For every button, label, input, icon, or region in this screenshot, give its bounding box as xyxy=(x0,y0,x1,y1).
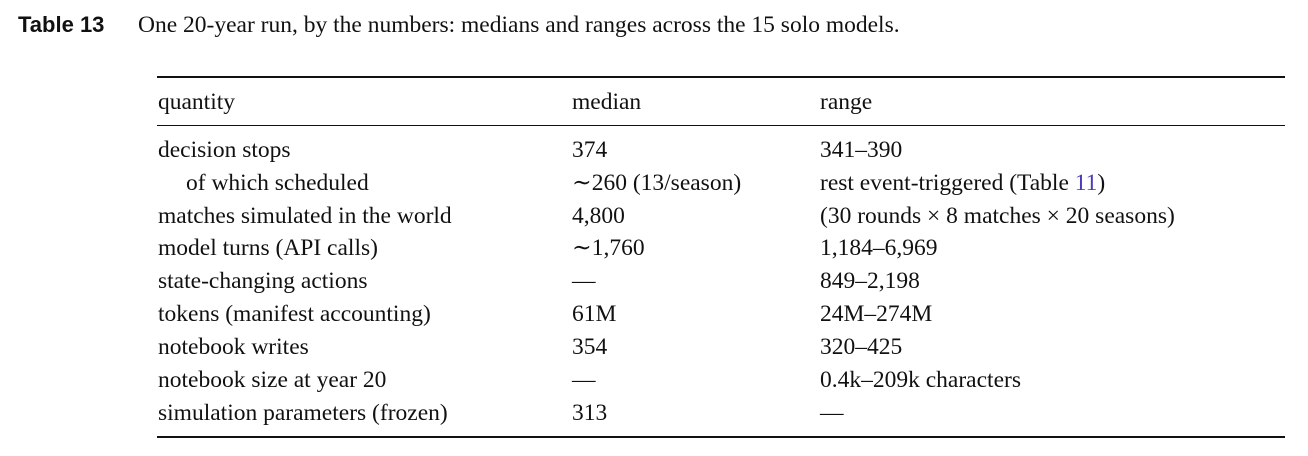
table-row: notebook size at year 20 — 0.4k–209k chara… xyxy=(0,364,1308,397)
caption-text: One 20-year run, by the numbers: medians… xyxy=(138,12,900,38)
table-cell: notebook size at year 20 xyxy=(158,367,387,393)
bottom-rule xyxy=(157,436,1285,438)
caption-label: Table 13 xyxy=(18,12,105,37)
table-cell: ∼260 (13/season) xyxy=(572,170,742,196)
table-cell: 24M–274M xyxy=(820,301,933,327)
header-cell: range xyxy=(820,89,873,115)
header-cell: median xyxy=(572,89,642,115)
table-ref: 11 xyxy=(1074,170,1098,196)
table-cell: — xyxy=(820,400,844,426)
cell-text: rest event-triggered (Table xyxy=(820,170,1075,196)
table-cell: — xyxy=(572,268,596,294)
table-row: simulation parameters (frozen) 313 — xyxy=(0,397,1308,430)
table-row: decision stops 374 341–390 xyxy=(0,134,1308,167)
table-row: model turns (API calls) ∼1,760 1,184–6,969 xyxy=(0,232,1308,265)
mid-rule xyxy=(157,125,1285,127)
cell-text: ) xyxy=(1097,170,1106,196)
table-cell: 61M xyxy=(572,301,617,327)
table-row: tokens (manifest accounting) 61M 24M–274M xyxy=(0,298,1308,331)
table-cell: tokens (manifest accounting) xyxy=(158,301,431,327)
table-cell: of which scheduled xyxy=(186,170,369,196)
table-cell: 4,800 xyxy=(572,203,625,229)
table-cell: 374 xyxy=(572,137,608,163)
table-cell: model turns (API calls) xyxy=(158,235,378,261)
table-cell: 341–390 xyxy=(820,137,903,163)
table-cell: 0.4k–209k characters xyxy=(820,367,1021,393)
header-row: quantity median range xyxy=(0,86,1308,119)
table-cell: (30 rounds × 8 matches × 20 seasons) xyxy=(820,203,1175,229)
header-cell: quantity xyxy=(158,89,236,115)
table-cell: 1,184–6,969 xyxy=(820,235,938,261)
table-row: of which scheduled ∼260 (13/season) rest e… xyxy=(0,167,1308,200)
table-cell: state-changing actions xyxy=(158,268,368,294)
table-cell: 354 xyxy=(572,334,608,360)
table-cell: 313 xyxy=(572,400,608,426)
table-row: notebook writes 354 320–425 xyxy=(0,331,1308,364)
table-cell: simulation parameters (frozen) xyxy=(158,400,448,426)
table-cell: ∼1,760 xyxy=(572,235,645,261)
table-row: matches simulated in the world 4,800 (30 r… xyxy=(0,200,1308,233)
table-cell: notebook writes xyxy=(158,334,309,360)
table-cell: 849–2,198 xyxy=(820,268,920,294)
table-cell: matches simulated in the world xyxy=(158,203,452,229)
table-cell: — xyxy=(572,367,596,393)
table-cell: rest event-triggered (Table 11) xyxy=(820,167,1105,200)
table-row: state-changing actions — 849–2,198 xyxy=(0,265,1308,298)
top-rule xyxy=(157,76,1285,78)
table-cell: decision stops xyxy=(158,137,291,163)
table-cell: 320–425 xyxy=(820,334,903,360)
